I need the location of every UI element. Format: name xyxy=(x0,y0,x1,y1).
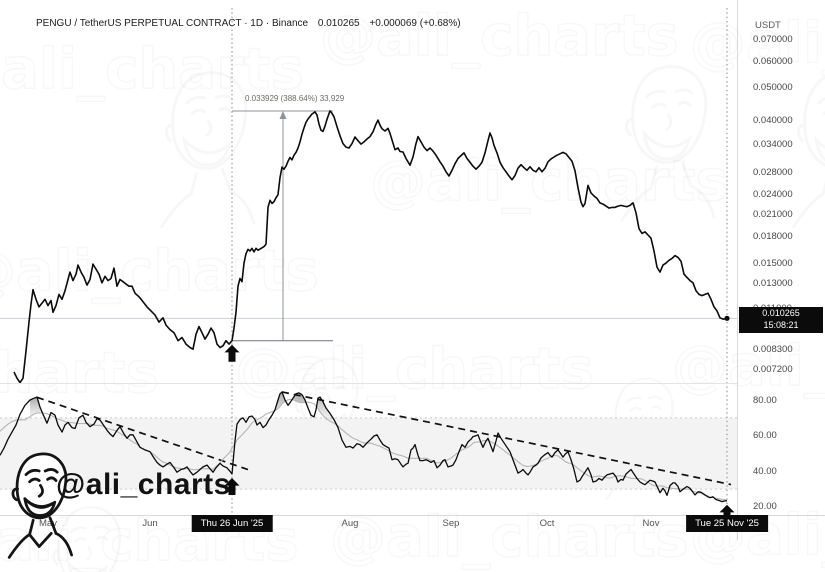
watermark-text: @ali_charts xyxy=(672,334,825,399)
price-axis-tick: 0.040000 xyxy=(753,114,793,126)
price-line xyxy=(13,110,728,384)
price-range-measure-tool[interactable] xyxy=(232,110,333,342)
rsi-axis-tick: 20.00 xyxy=(753,501,777,513)
watermark-face-icon xyxy=(791,75,825,229)
price-axis-tick: 0.024000 xyxy=(753,189,793,201)
date-badge-nov25: Tue 25 Nov '25 xyxy=(686,515,768,532)
symbol-title: PENGU / TetherUS PERPETUAL CONTRACT · 1D… xyxy=(36,18,309,29)
rsi-descending-trendline[interactable] xyxy=(36,396,249,471)
last-price-badge-price: 0.010265 xyxy=(762,308,800,318)
watermark-text: @ali_charts xyxy=(0,239,319,304)
watermark-face-icon xyxy=(619,65,716,223)
watermark-text: @ali_charts xyxy=(690,503,825,568)
price-axis-tick: 0.018000 xyxy=(753,231,793,243)
time-axis-label: May xyxy=(39,518,57,529)
measure-annotation: 0.033929 (388.64%) 33,929 xyxy=(245,94,345,103)
watermark-text: @ali_charts xyxy=(690,11,825,76)
date-badge-jun26: Thu 26 Jun '25 xyxy=(191,515,273,532)
signal-arrow[interactable] xyxy=(719,504,735,522)
rsi-axis-tick: 40.00 xyxy=(753,465,777,477)
time-axis-label: Jun xyxy=(142,518,158,529)
watermark-text: @ali_charts xyxy=(235,337,594,402)
time-axis-label: Oct xyxy=(539,518,555,529)
symbol-legend: PENGU / TetherUS PERPETUAL CONTRACT · 1D… xyxy=(36,18,468,29)
last-price-badge: 0.010265 15:08:21 xyxy=(739,307,823,333)
price-axis-tick: 0.008300 xyxy=(753,343,793,355)
rsi-divergence-shading xyxy=(30,397,51,424)
price-axis-tick: 0.013000 xyxy=(753,278,793,290)
price-axis-tick: 0.070000 xyxy=(753,33,793,45)
watermark-face-icon xyxy=(159,71,256,229)
price-axis-tick: 0.050000 xyxy=(753,82,793,94)
signal-arrow[interactable] xyxy=(224,478,240,496)
price-axis-tick: 0.007200 xyxy=(753,364,793,376)
watermark-text: @ali_charts xyxy=(0,37,304,102)
time-axis-label: Nov xyxy=(642,518,660,529)
price-axis-tick: 0.015000 xyxy=(753,257,793,269)
rsi-descending-trendline[interactable] xyxy=(281,391,732,486)
time-axis-label: Aug xyxy=(341,518,359,529)
price-axis-tick: 0.060000 xyxy=(753,55,793,67)
price-axis-tick: 0.028000 xyxy=(753,166,793,178)
price-change-value: +0.000069 (+0.68%) xyxy=(369,18,461,29)
rsi-line xyxy=(0,391,728,503)
last-price-dot xyxy=(724,315,730,321)
rsi-axis-tick: 60.00 xyxy=(753,430,777,442)
ali-charts-face-logo xyxy=(7,452,73,559)
time-axis-label: Sep xyxy=(442,518,460,529)
signal-arrow[interactable] xyxy=(224,344,240,362)
price-axis-unit-label: USDT xyxy=(755,20,781,31)
price-axis-tick: 0.021000 xyxy=(753,208,793,220)
last-price-value: 0.010265 xyxy=(317,18,360,29)
watermark-text: @ali_charts xyxy=(320,4,679,69)
ali-charts-handle: @ali_charts xyxy=(56,468,231,501)
last-price-badge-time: 15:08:21 xyxy=(763,319,799,330)
price-axis-tick: 0.034000 xyxy=(753,138,793,150)
rsi-axis-tick: 80.00 xyxy=(753,394,777,406)
